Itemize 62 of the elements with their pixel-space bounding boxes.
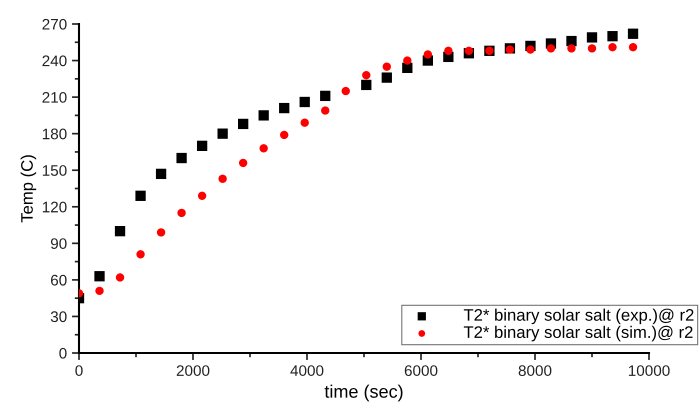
y-tick-label: 120 [42, 202, 67, 212]
y-tick-label: 30 [50, 311, 67, 322]
point [136, 250, 145, 258]
point [382, 62, 391, 71]
x-tick-label: 4000 [290, 365, 324, 376]
point [567, 44, 576, 53]
x-tick-label: 6000 [404, 365, 438, 376]
x-tick-label: 0 [75, 365, 83, 376]
y-tick-label: 210 [42, 92, 67, 103]
y-tick-label: 240 [42, 55, 67, 66]
point [114, 226, 126, 236]
point [217, 128, 228, 139]
point [628, 42, 638, 52]
point [258, 110, 269, 121]
y-tick-label: 180 [42, 128, 67, 140]
point [464, 46, 474, 55]
point [176, 152, 187, 164]
point [586, 32, 598, 43]
point [607, 31, 618, 42]
point [300, 118, 309, 127]
point [546, 44, 556, 53]
legend-label: T2* binary solar salt (exp.)@ r2 [464, 308, 694, 324]
point [321, 106, 330, 115]
legend-label: T2* binary solar salt (sim.)@ r2 [464, 326, 693, 342]
point [198, 192, 206, 200]
y-tick-label: 270 [42, 18, 67, 30]
point [260, 144, 268, 152]
y-axis-title: Temp (C) [20, 155, 36, 222]
point [320, 90, 330, 102]
point [608, 42, 617, 52]
point [156, 168, 166, 180]
point [156, 228, 166, 237]
point [362, 71, 370, 80]
x-tick-label: 8000 [518, 365, 552, 376]
point [403, 56, 412, 65]
point [135, 190, 146, 201]
point [238, 118, 248, 130]
point [238, 158, 248, 168]
point [280, 130, 288, 140]
point [382, 72, 392, 83]
point [300, 96, 310, 108]
point [279, 102, 290, 114]
point [116, 273, 124, 282]
point [588, 44, 596, 53]
x-axis-title: time (sec) [324, 384, 403, 402]
point [95, 286, 104, 296]
point [196, 140, 208, 151]
point [177, 208, 186, 218]
point [424, 50, 432, 59]
x-tick-label: 10000 [628, 365, 670, 376]
x-tick-label: 2000 [176, 365, 210, 376]
point [361, 80, 372, 90]
y-tick-label: 60 [50, 274, 67, 286]
point [526, 45, 535, 54]
point [342, 86, 350, 96]
y-tick-label: 0 [59, 348, 67, 359]
point [94, 271, 105, 282]
y-tick-label: 150 [42, 165, 67, 176]
y-tick-label: 90 [50, 238, 67, 250]
point [218, 174, 227, 183]
point [628, 28, 638, 39]
point [444, 46, 453, 55]
